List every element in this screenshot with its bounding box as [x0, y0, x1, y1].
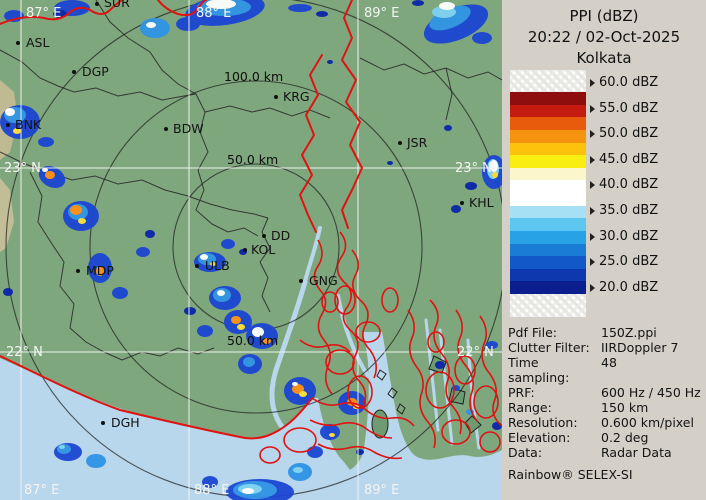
- map-canvas: 87° E 88° E 89° E 87° E 88° E 89° E 23° …: [0, 0, 502, 500]
- station-label-gng: GNG: [309, 273, 338, 288]
- color-band: [510, 281, 586, 294]
- scale-label-20: 20.0 dBZ: [590, 280, 658, 296]
- station-label-kol: KOL: [251, 242, 275, 257]
- lon-label-87e-bottom: 87° E: [24, 483, 59, 498]
- map-labels: 87° E 88° E 89° E 87° E 88° E 89° E 23° …: [4, 0, 494, 498]
- arrow-icon: [590, 207, 595, 215]
- color-band: [510, 117, 586, 130]
- color-bar: [510, 70, 586, 317]
- dbz-color-scale: 60.0 dBZ 55.0 dBZ 50.0 dBZ 45.0 dBZ 40.0…: [510, 70, 702, 318]
- lon-label-88e-bottom: 88° E: [194, 483, 229, 498]
- arrow-icon: [590, 105, 595, 113]
- station-label-jsr: JSR: [406, 135, 428, 150]
- title-block: PPI (dBZ) 20:22 / 02-Oct-2025 Kolkata: [502, 6, 706, 69]
- radar-site-name: Kolkata: [576, 49, 632, 67]
- info-row-prf: PRF: 600 Hz / 450 Hz: [508, 385, 701, 400]
- arrow-icon: [590, 181, 595, 189]
- station-label-krg: KRG: [283, 89, 310, 104]
- product-info: Pdf File: 150Z.ppi Clutter Filter: IIRDopp…: [508, 325, 704, 482]
- color-band: [510, 218, 586, 231]
- arrow-icon: [590, 284, 595, 292]
- ring-label-100km: 100.0 km: [224, 69, 283, 84]
- info-row-resolution: Resolution: 0.600 km/pixel: [508, 415, 694, 430]
- info-row-elevation: Elevation: 0.2 deg: [508, 430, 649, 445]
- lon-label-87e-top: 87° E: [26, 6, 61, 21]
- latlon-grid: [0, 0, 502, 500]
- info-panel: PPI (dBZ) 20:22 / 02-Oct-2025 Kolkata: [502, 0, 706, 500]
- arrow-icon: [590, 233, 595, 241]
- info-row-range: Range: 150 km: [508, 400, 649, 415]
- color-band: [510, 256, 586, 269]
- station-label-khl: KHL: [469, 195, 494, 210]
- info-row-time-sampling: Time sampling: 48: [508, 355, 617, 385]
- color-band: [510, 193, 586, 206]
- lat-label-22n-left: 22° N: [6, 345, 43, 360]
- station-label-sur: SUR: [104, 0, 130, 10]
- color-band: [510, 142, 586, 156]
- color-band: [510, 205, 586, 219]
- color-band: [510, 230, 586, 244]
- lat-label-23n-right: 23° N: [455, 161, 492, 176]
- station-label-mdp: MDP: [86, 263, 114, 278]
- station-label-bdw: BDW: [173, 121, 204, 136]
- station-label-bnk: BNK: [15, 117, 42, 132]
- station-label-ulb: ULB: [205, 258, 230, 273]
- software-brand: Rainbow® SELEX-SI: [508, 467, 633, 482]
- scale-label-60: 60.0 dBZ: [590, 75, 658, 91]
- scale-label-40: 40.0 dBZ: [590, 177, 658, 193]
- scale-label-30: 30.0 dBZ: [590, 229, 658, 245]
- radar-map: 87° E 88° E 89° E 87° E 88° E 89° E 23° …: [0, 0, 502, 500]
- info-row-data: Data: Radar Data: [508, 445, 672, 460]
- scale-label-50: 50.0 dBZ: [590, 126, 658, 142]
- color-band: [510, 104, 586, 118]
- scale-label-55: 55.0 dBZ: [590, 101, 658, 117]
- color-band: [510, 167, 586, 181]
- arrow-icon: [590, 79, 595, 87]
- lat-label-23n-left: 23° N: [4, 161, 41, 176]
- color-band: [510, 92, 586, 105]
- color-band: [510, 294, 586, 317]
- lon-label-89e-top: 89° E: [364, 6, 399, 21]
- lat-label-22n-right: 22° N: [457, 345, 494, 360]
- station-label-dgp: DGP: [82, 64, 109, 79]
- color-band: [510, 155, 586, 168]
- radar-echoes: [0, 0, 502, 500]
- color-band: [510, 243, 586, 257]
- info-row-clutter-filter: Clutter Filter: IIRDoppler 7: [508, 340, 679, 355]
- color-band: [510, 70, 586, 92]
- info-row-pdf-file: Pdf File: 150Z.ppi: [508, 325, 657, 340]
- station-label-asl: ASL: [26, 35, 49, 50]
- arrow-icon: [590, 130, 595, 138]
- station-label-dd: DD: [271, 228, 290, 243]
- color-band: [510, 268, 586, 282]
- ring-label-50km-top: 50.0 km: [227, 152, 278, 167]
- arrow-icon: [590, 156, 595, 164]
- scale-label-25: 25.0 dBZ: [590, 254, 658, 270]
- product-title: PPI (dBZ): [569, 7, 639, 25]
- color-band: [510, 180, 586, 193]
- station-label-dgh: DGH: [111, 415, 140, 430]
- arrow-icon: [590, 258, 595, 266]
- scale-label-45: 45.0 dBZ: [590, 152, 658, 168]
- lon-label-89e-bottom: 89° E: [364, 483, 399, 498]
- state-boundaries: [0, 0, 502, 464]
- scan-datetime: 20:22 / 02-Oct-2025: [527, 28, 681, 46]
- color-band: [510, 129, 586, 143]
- lon-label-88e-top: 88° E: [196, 6, 231, 21]
- ring-label-50km-bottom: 50.0 km: [227, 333, 278, 348]
- scale-label-35: 35.0 dBZ: [590, 203, 658, 219]
